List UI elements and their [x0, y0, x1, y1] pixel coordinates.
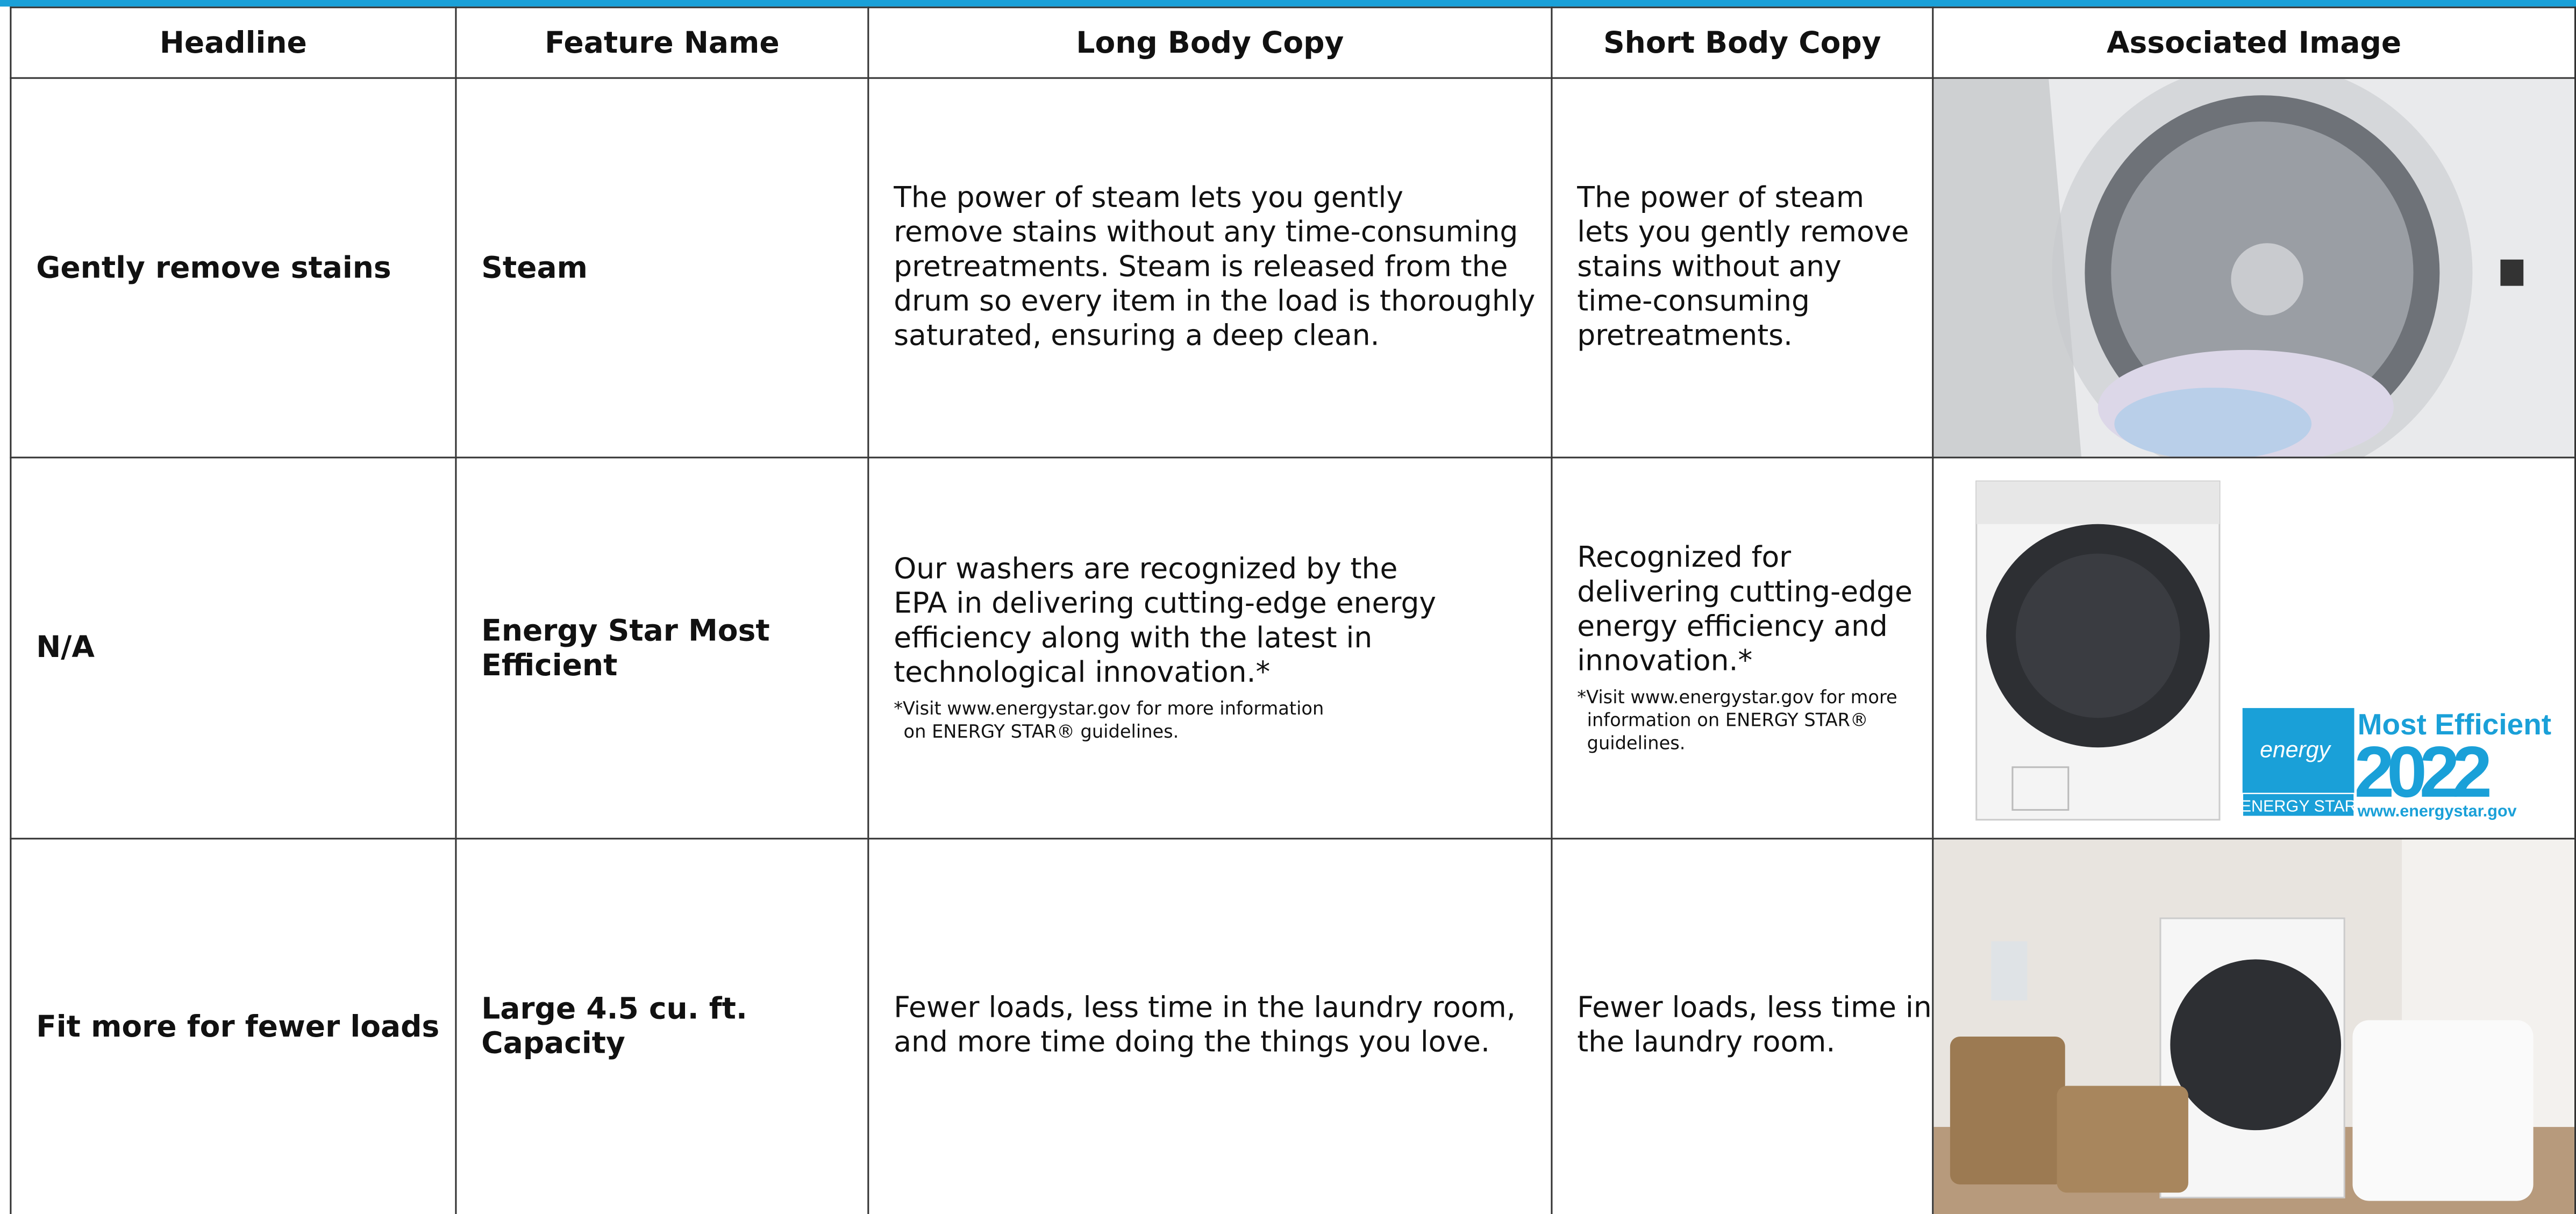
feature-cell: Energy Star Most Efficient: [455, 456, 868, 838]
footnote-line: information on ENERGY STAR®: [1587, 709, 1868, 731]
long-copy-line: technological innovation.*: [894, 656, 1271, 689]
short-copy-line: The power of steam: [1577, 181, 1865, 215]
headline: Gently remove stains: [36, 250, 391, 285]
header-text: Feature Name: [545, 25, 780, 60]
badge-year: 2022: [2354, 732, 2493, 812]
footnote: *Visit www.energystar.gov for more infor…: [894, 697, 1551, 744]
long-copy-line: Our washers are recognized by the: [894, 553, 1398, 586]
long-copy-line: remove stains without any time-consuming: [894, 216, 1518, 249]
long-copy-line: Fewer loads, less time in the laundry ro…: [894, 992, 1516, 1025]
short-copy-line: lets you gently remove: [1577, 216, 1909, 249]
associated-image: [1933, 78, 2574, 457]
shape: [2352, 1020, 2534, 1201]
header-cell: Long Body Copy: [867, 6, 1551, 77]
long-copy-line: The power of steam lets you gently: [894, 181, 1404, 215]
badge-title: Most Efficient: [2358, 708, 2551, 741]
header-text: Short Body Copy: [1603, 25, 1881, 60]
short-copy-line: the laundry room.: [1577, 1026, 1836, 1060]
headline-cell: N/A: [10, 456, 455, 838]
shape: [1933, 78, 2082, 457]
image-cell: [1932, 838, 2576, 1214]
associated-image: energy ENERGY STAR Most Efficient2022www.e…: [1975, 480, 2551, 821]
short-copy-cell: Recognized for delivering cutting-edge ene…: [1551, 456, 1932, 838]
footnote-line: on ENERGY STAR® guidelines.: [903, 720, 1179, 742]
short-copy-line: stains without any: [1577, 250, 1842, 284]
header-text: Long Body Copy: [1076, 25, 1344, 60]
short-copy-line: delivering cutting-edge: [1577, 575, 1913, 609]
headline-cell: Fit more for fewer loads: [10, 838, 455, 1214]
short-copy-cell: The power of steam lets you gently remove…: [1551, 77, 1932, 457]
image-cell: energy ENERGY STAR Most Efficient 2022 www.e…: [1932, 456, 2576, 838]
shape: [2114, 388, 2312, 457]
badge-label: ENERGY STAR: [2240, 797, 2357, 815]
shape: [2011, 766, 2070, 811]
long-copy-line: efficiency along with the latest in: [894, 622, 1373, 655]
headline: N/A: [36, 631, 95, 666]
short-copy-line: Recognized for: [1577, 541, 1792, 574]
footnote-line: guidelines.: [1587, 732, 1686, 753]
footnote: *Visit www.energystar.gov for more inform…: [1577, 686, 1932, 755]
footnote-line: *Visit www.energystar.gov for more: [1577, 685, 1897, 708]
feature-cell: Steam: [455, 77, 868, 457]
header-cell: Short Body Copy: [1551, 6, 1932, 77]
long-copy-line: saturated, ensuring a deep clean.: [894, 319, 1380, 353]
footnote-line: *Visit www.energystar.gov for more infor…: [894, 697, 1324, 719]
shape: [2016, 553, 2180, 718]
shape: [2500, 259, 2524, 286]
long-copy-cell: The power of steam lets you gently remove…: [867, 77, 1551, 457]
shape: [2057, 1086, 2188, 1193]
header-text: Associated Image: [2107, 25, 2402, 60]
feature-name: Energy Star Most Efficient: [481, 613, 770, 683]
long-copy-line: pretreatments. Steam is released from th…: [894, 250, 1508, 284]
short-copy-line: pretreatments.: [1577, 319, 1793, 353]
shape: [2170, 959, 2342, 1131]
long-copy-line: drum so every item in the load is thorou…: [894, 285, 1536, 318]
long-copy-line: EPA in delivering cutting-edge energy: [894, 587, 1437, 620]
long-copy-cell: Fewer loads, less time in the laundry ro…: [867, 838, 1551, 1214]
feature-name: Large 4.5 cu. ft. Capacity: [481, 992, 747, 1061]
short-copy-line: energy efficiency and: [1577, 610, 1888, 644]
short-copy-line: Fewer loads, less time in: [1577, 992, 1932, 1025]
short-copy-line: time-consuming: [1577, 285, 1810, 318]
shape: [2242, 792, 2355, 817]
shape: [2231, 243, 2303, 316]
headline: Fit more for fewer loads: [36, 1009, 440, 1044]
header-text: Headline: [159, 25, 307, 60]
shape: [1950, 1037, 2065, 1185]
header-cell: Feature Name: [455, 6, 868, 77]
feature-cell: Large 4.5 cu. ft. Capacity: [455, 838, 868, 1214]
associated-image: [1933, 839, 2574, 1214]
header-cell: Associated Image: [1932, 6, 2576, 77]
shape: [1976, 481, 2220, 524]
badge-mark: energy: [2260, 737, 2331, 763]
header-cell: Headline: [10, 6, 455, 77]
short-copy-line: innovation.*: [1577, 645, 1753, 678]
badge-url: www.energystar.gov: [2357, 802, 2517, 820]
top-bar: [0, 0, 2576, 7]
image-cell: [1932, 77, 2576, 457]
feature-name: Steam: [481, 250, 588, 285]
shape: [1991, 941, 2028, 1001]
long-copy-line: and more time doing the things you love.: [894, 1026, 1490, 1060]
headline-cell: Gently remove stains: [10, 77, 455, 457]
short-copy-cell: Fewer loads, less time in the laundry roo…: [1551, 838, 1932, 1214]
long-copy-cell: Our washers are recognized by the EPA in …: [867, 456, 1551, 838]
